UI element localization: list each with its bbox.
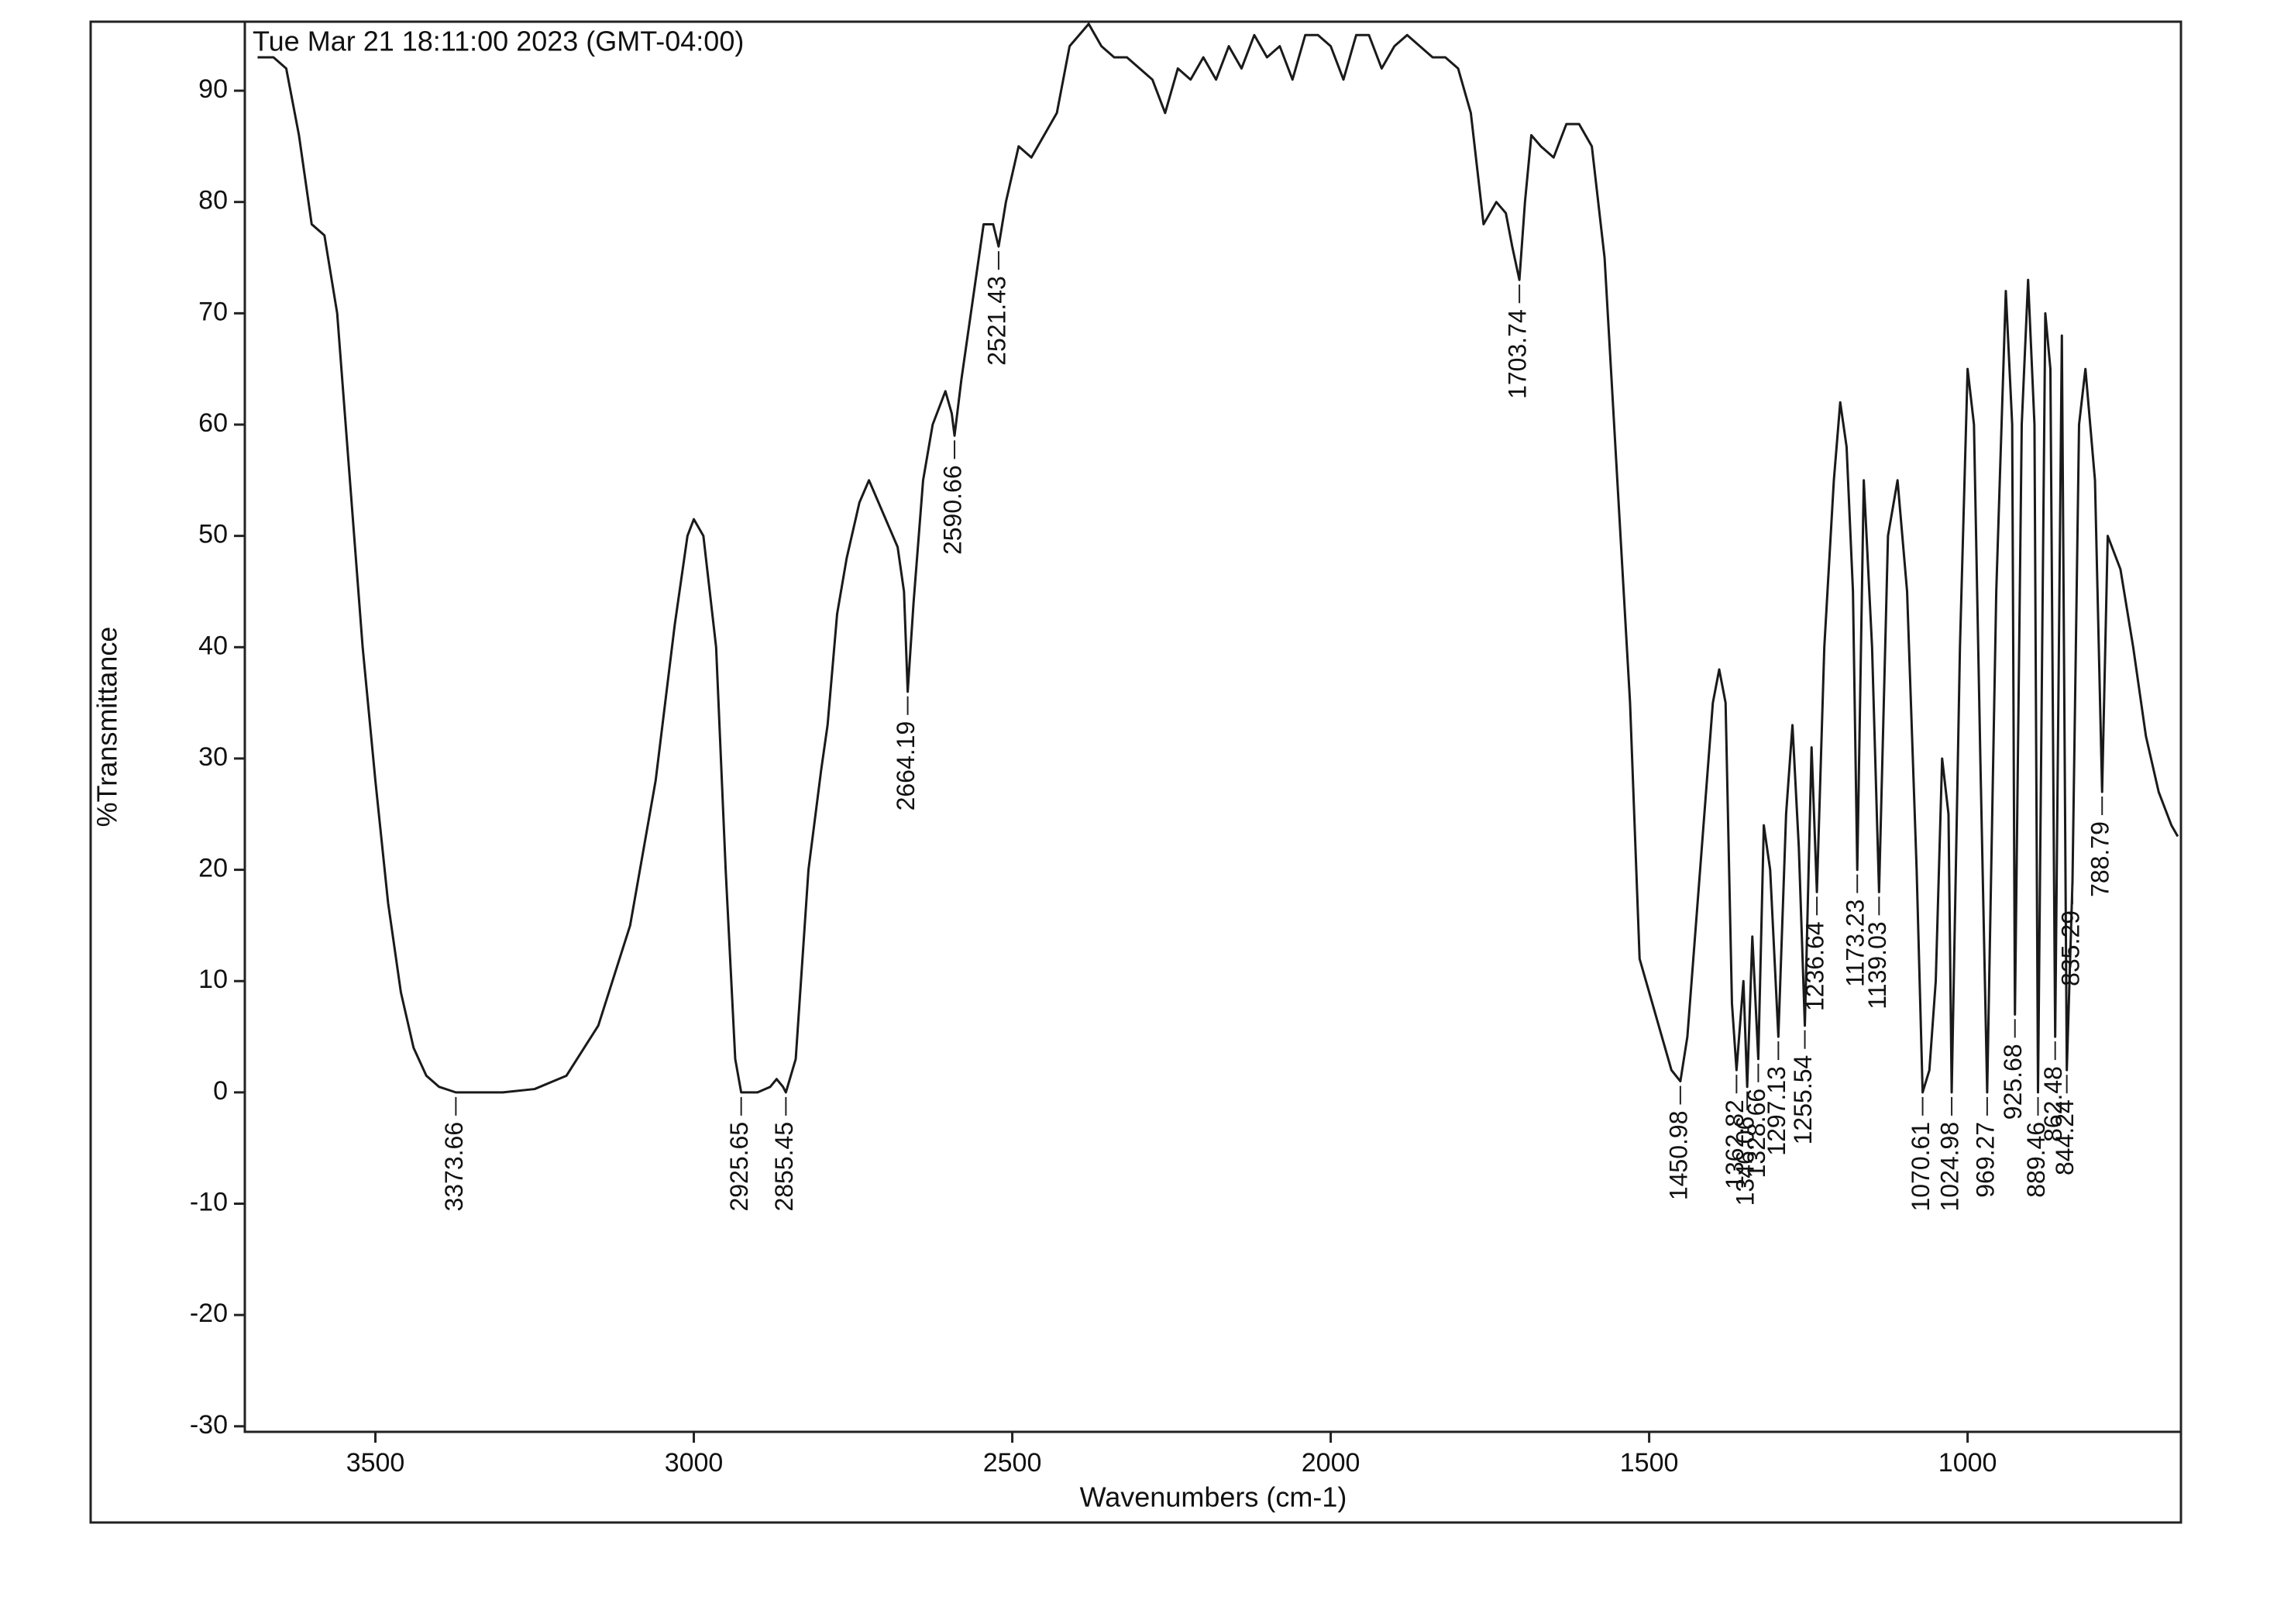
peak-label: 1024.98 bbox=[1936, 1122, 1964, 1212]
x-tick-label: 1500 bbox=[1620, 1448, 1679, 1478]
y-tick-label: 40 bbox=[198, 631, 228, 660]
peak-label: 2925.65 bbox=[725, 1122, 753, 1212]
plot-frame bbox=[243, 20, 2183, 1433]
peak-label: 1346.06 bbox=[1732, 1116, 1759, 1206]
peak-label: 844.24 bbox=[2051, 1099, 2079, 1175]
spectrum-line bbox=[257, 22, 2179, 1094]
x-tick-label: 1000 bbox=[1938, 1448, 1997, 1478]
y-tick-label: -20 bbox=[190, 1299, 228, 1328]
x-tick-label: 2500 bbox=[983, 1448, 1042, 1478]
y-tick-label: -10 bbox=[190, 1188, 228, 1217]
peak-label: 969.27 bbox=[1971, 1122, 1999, 1198]
x-tick-label: 2000 bbox=[1302, 1448, 1360, 1478]
y-tick-label: 50 bbox=[198, 520, 228, 549]
peak-label: 3373.66 bbox=[440, 1122, 468, 1212]
y-tick-label: 30 bbox=[198, 742, 228, 772]
y-tick-label: 20 bbox=[198, 854, 228, 883]
y-axis-title: %Transmittance bbox=[91, 627, 123, 827]
peak-label: 1255.54 bbox=[1789, 1055, 1817, 1145]
y-tick-label: -30 bbox=[190, 1410, 228, 1440]
peak-label: 1139.03 bbox=[1863, 921, 1891, 1009]
peak-label: 889.46 bbox=[2022, 1122, 2050, 1198]
outer-frame bbox=[89, 20, 2183, 1524]
peak-label: 788.79 bbox=[2086, 821, 2114, 897]
peak-label: 862.48 bbox=[2039, 1066, 2067, 1142]
peak-label: 1450.98 bbox=[1664, 1111, 1692, 1201]
peak-label: 1703.74 bbox=[1504, 309, 1532, 399]
x-tick-label: 3500 bbox=[346, 1448, 405, 1478]
peak-label: 2521.43 bbox=[982, 276, 1010, 366]
peak-label: 1236.64 bbox=[1801, 921, 1829, 1011]
peak-label: 925.68 bbox=[1999, 1044, 2027, 1120]
y-tick-label: 0 bbox=[213, 1076, 228, 1106]
peak-label: 1173.23 bbox=[1842, 900, 1870, 987]
timestamp: Tue Mar 21 18:11:00 2023 (GMT-04:00) bbox=[253, 26, 744, 57]
y-tick-label: 70 bbox=[198, 297, 228, 326]
peak-label: 2855.45 bbox=[770, 1122, 798, 1212]
y-tick-label: 10 bbox=[198, 965, 228, 994]
peak-label: 1297.13 bbox=[1763, 1066, 1790, 1156]
x-tick-label: 3000 bbox=[665, 1448, 724, 1478]
peak-label: 1362.82 bbox=[1721, 1099, 1749, 1189]
peak-label: 1328.66 bbox=[1742, 1089, 1770, 1178]
peak-label: 2590.66 bbox=[938, 465, 966, 555]
y-tick-label: 60 bbox=[198, 408, 228, 438]
peak-label: 2664.19 bbox=[892, 721, 920, 811]
y-tick-label: 80 bbox=[198, 186, 228, 215]
x-axis-title: Wavenumbers (cm-1) bbox=[1080, 1481, 1347, 1513]
peak-label: 1070.61 bbox=[1907, 1122, 1935, 1212]
y-tick-label: 90 bbox=[198, 74, 228, 104]
peak-label: 835.29 bbox=[2056, 910, 2084, 986]
